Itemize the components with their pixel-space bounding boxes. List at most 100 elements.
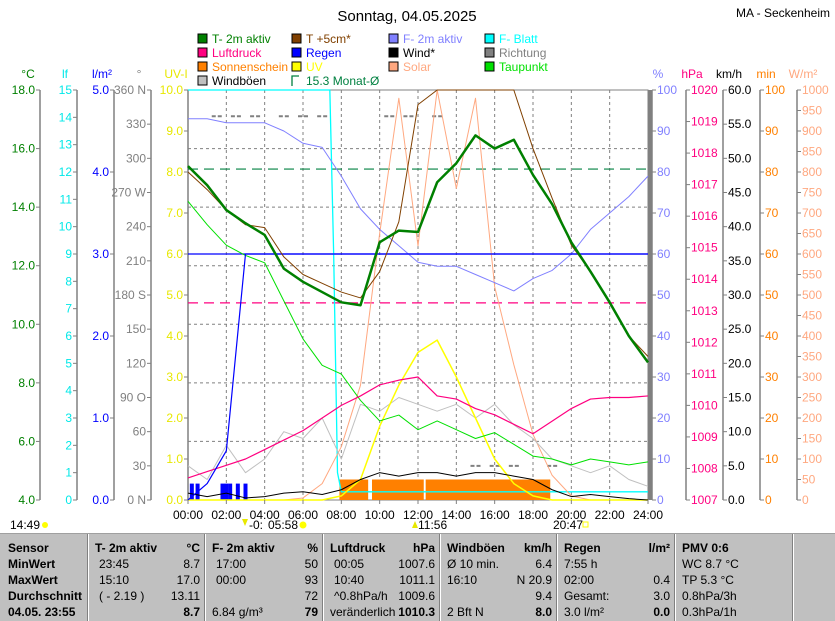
axis-tick-label: 0 N xyxy=(127,493,146,507)
sunrise-icon xyxy=(299,521,307,529)
legend-swatch xyxy=(484,47,495,58)
axis-tick-label: 8.0 xyxy=(166,165,183,179)
axis-tick-label: 0.0 xyxy=(92,493,109,507)
sunset-icon xyxy=(582,521,589,528)
axis-tick-label: 50.0 xyxy=(728,151,752,165)
rain-rate-bar xyxy=(189,483,194,500)
legend-swatch xyxy=(291,33,302,44)
noon-arrow-icon xyxy=(412,521,418,528)
axis-tick-label: 80 xyxy=(657,165,671,179)
axis-tick-label: 1000 xyxy=(802,83,829,97)
table-cell: 23:45 xyxy=(99,557,130,571)
axis-tick-label: 11 xyxy=(60,192,73,206)
legend-swatch xyxy=(197,47,208,58)
legend-swatch xyxy=(388,47,399,58)
axis-tick-label: 9.0 xyxy=(166,124,183,138)
axis-tick-label: 600 xyxy=(802,247,822,261)
noon-time: 11:56 xyxy=(418,518,447,532)
axis-tick-label: 14.0 xyxy=(12,200,36,214)
table-cell: 6.84 g/m³ xyxy=(212,605,263,619)
axis-tick-label: 1013 xyxy=(691,304,718,318)
x-axis: 00:00 02:00 04:00 06:00 08:00 10:00 12:00 14:00… xyxy=(173,500,663,522)
axis-tick-label: 10.0 xyxy=(160,83,184,97)
axis-tick-label: 50 xyxy=(765,288,779,302)
table-cell: 8.7 xyxy=(183,557,200,571)
axis-tick-label: 55.0 xyxy=(728,117,752,131)
table-cell: hPa xyxy=(412,541,435,555)
axis-tick-label: 1008 xyxy=(691,461,718,475)
axis-tick-label: 5.0 xyxy=(166,288,183,302)
axis-tick-label: 40 xyxy=(765,329,779,343)
table-cell: 93 xyxy=(304,573,318,587)
axis-unit: lf xyxy=(62,67,69,81)
axis-unit: km/h xyxy=(716,67,742,81)
moon-marker: -0: xyxy=(249,518,263,532)
x-tick-label: 08:00 xyxy=(326,508,356,522)
axis-tick-label: 1014 xyxy=(691,272,718,286)
rain-rate-bar xyxy=(220,483,225,500)
sunshine-bar xyxy=(339,479,369,500)
table-cell: TP 5.3 °C xyxy=(682,573,734,587)
axis-tick-label: 1010 xyxy=(691,398,718,412)
table-cell: PMV 0:6 xyxy=(682,541,729,555)
table-cell: Sensor xyxy=(8,541,49,555)
axis-tick-label: 210 xyxy=(126,254,146,268)
table-cell: MinWert xyxy=(8,557,56,571)
legend-swatch xyxy=(197,61,208,72)
axis-tick-label: 1019 xyxy=(691,115,718,129)
table-cell: WC 8.7 °C xyxy=(682,557,739,571)
axis-tick-label: 8 xyxy=(65,274,72,288)
axis-tick-label: 15.0 xyxy=(728,391,752,405)
table-cell: 79 xyxy=(304,605,318,619)
table-cell: % xyxy=(307,541,318,555)
axis-tick-label: 10 xyxy=(59,220,73,234)
x-tick-label: 02:00 xyxy=(211,508,241,522)
moon-icon xyxy=(42,522,48,528)
table-cell: 1010.3 xyxy=(398,605,435,619)
axis-tick-label: 30 xyxy=(765,370,779,384)
column-divider xyxy=(323,534,324,621)
axis-tick-label: 10.0 xyxy=(12,317,36,331)
axis-tick-label: 650 xyxy=(802,227,822,241)
axis-tick-label: 40.0 xyxy=(728,220,752,234)
axis-unit: W/m² xyxy=(789,67,818,81)
legend-label: UV xyxy=(306,60,323,74)
axis-tick-label: 30.0 xyxy=(728,288,752,302)
axis-tick-label: 750 xyxy=(802,186,822,200)
axis-tick-label: 0.0 xyxy=(166,493,183,507)
axis-tick-label: 4.0 xyxy=(92,165,109,179)
legend-swatch xyxy=(484,61,495,72)
table-cell: °C xyxy=(186,541,200,555)
axis-tick-label: 8.0 xyxy=(18,376,35,390)
axis-tick-label: 350 xyxy=(802,350,822,364)
axis-tick-label: 90 xyxy=(657,124,671,138)
legend-label: Sonnenschein xyxy=(212,60,288,74)
legend-swatch xyxy=(484,33,495,44)
axis-tick-label: 12.0 xyxy=(12,259,36,273)
axis-unit: °C xyxy=(21,67,35,81)
axis-tick-label: 12 xyxy=(59,165,73,179)
axis-tick-label: 60 xyxy=(657,247,671,261)
axis-tick-label: 5.0 xyxy=(92,83,109,97)
table-cell: 00:00 xyxy=(216,573,247,587)
axis-tick-label: 250 xyxy=(802,391,822,405)
axis-tick-label: 10 xyxy=(765,452,779,466)
table-cell: 1011.1 xyxy=(399,573,435,587)
axis-tick-label: 1007 xyxy=(691,493,718,507)
weather-chart: Sonntag, 04.05.2025 MA - Seckenheim T- 2… xyxy=(10,6,830,532)
axis-tick-label: 1018 xyxy=(691,146,718,160)
x-tick-label: 14:00 xyxy=(441,508,471,522)
axis-tick-label: 3 xyxy=(65,411,72,425)
axis-tick-label: 800 xyxy=(802,165,822,179)
axis-tick-label: 7.0 xyxy=(166,206,183,220)
moon-arrow-icon xyxy=(242,519,248,526)
x-tick-label: 00:00 xyxy=(173,508,203,522)
axis-tick-label: 90 xyxy=(765,124,779,138)
column-divider xyxy=(675,534,676,621)
legend-swatch xyxy=(197,33,208,44)
table-cell: Gesamt: xyxy=(564,589,610,603)
axis-tick-label: 200 xyxy=(802,411,822,425)
axis-tick-label: 1.0 xyxy=(92,411,109,425)
rain-rate-bar xyxy=(228,483,233,500)
axis-tick-label: 0 xyxy=(765,493,772,507)
